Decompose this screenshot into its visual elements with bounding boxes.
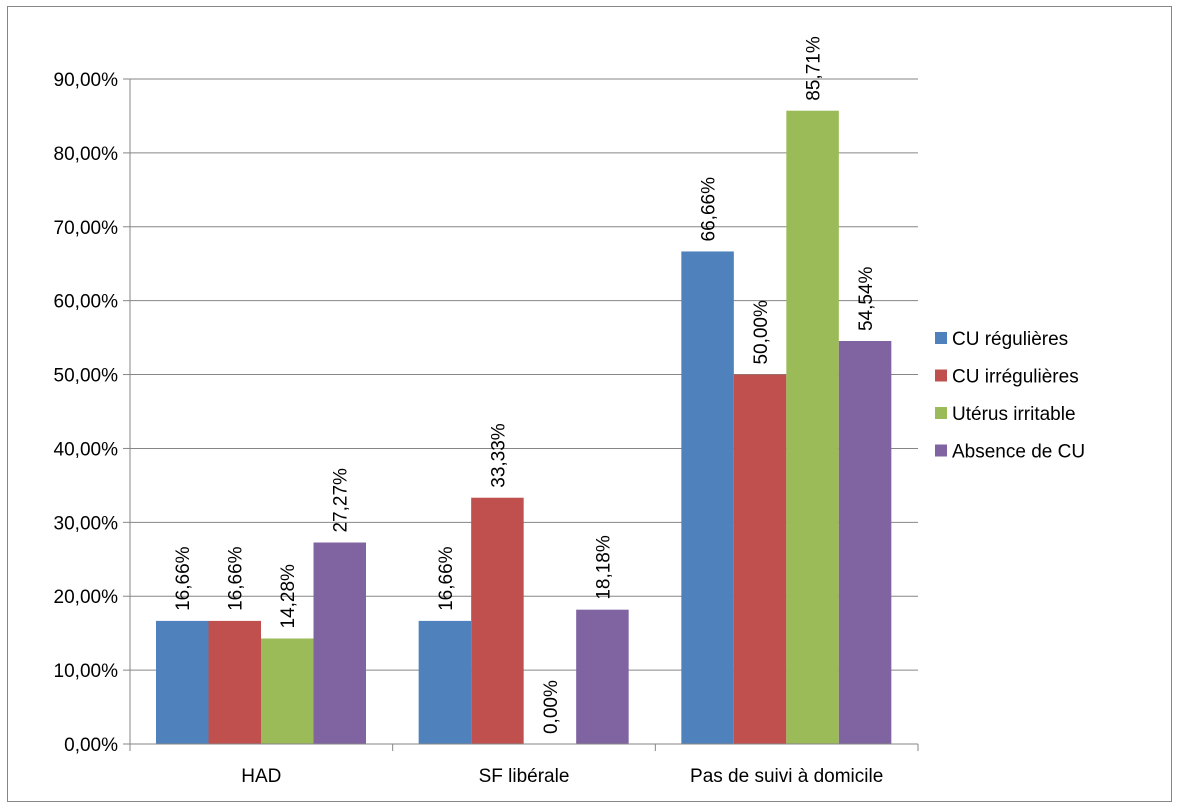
data-label: 66,66% (699, 177, 720, 242)
bars (156, 110, 892, 744)
y-tick-label: 0,00% (64, 735, 118, 756)
axes: 0,00% 10,00% 20,00% 30,00% 40,00% 50,00% 60,00… (54, 70, 919, 787)
bar (681, 251, 734, 744)
data-label: 85,71% (804, 36, 825, 101)
bar (261, 638, 314, 744)
bar (208, 620, 261, 744)
data-labels: 16,66% 16,66% 14,28% 27,27% 16,66% 33,33% 0,00… (173, 36, 877, 734)
y-tick-label: 40,00% (54, 439, 119, 460)
legend-label: CU régulières (952, 329, 1068, 350)
bar (733, 374, 787, 744)
legend-swatch (935, 369, 947, 382)
legend: CU régulières CU irrégulières Utérus irrit… (935, 329, 1085, 463)
y-tick-label: 30,00% (54, 513, 119, 534)
bar (576, 609, 629, 744)
data-label: 54,54% (856, 266, 877, 331)
data-label: 33,33% (488, 423, 509, 488)
data-label: 16,66% (226, 546, 247, 611)
data-label: 27,27% (331, 468, 352, 533)
bar (838, 341, 892, 744)
y-tick-label: 20,00% (54, 587, 119, 608)
x-tick-label: Pas de suivi à domicile (690, 766, 883, 787)
y-tick-label: 50,00% (54, 366, 119, 387)
bar (156, 620, 209, 744)
data-label: 14,28% (278, 564, 299, 629)
y-tick-label: 70,00% (54, 218, 119, 239)
y-tick-label: 10,00% (54, 661, 119, 682)
bar (471, 497, 524, 744)
bar (418, 620, 472, 744)
data-label: 16,66% (436, 546, 457, 611)
bar (313, 542, 366, 744)
data-label: 18,18% (593, 535, 614, 600)
legend-label: CU irrégulières (952, 367, 1079, 388)
bar (786, 110, 839, 744)
legend-label: Absence de CU (952, 442, 1085, 463)
data-label: 50,00% (751, 300, 772, 365)
x-tick-label: HAD (241, 766, 281, 787)
x-tick-label: SF libérale (479, 766, 570, 787)
y-tick-label: 90,00% (54, 70, 119, 91)
data-label: 0,00% (541, 680, 562, 734)
y-tick-label: 80,00% (54, 144, 119, 165)
legend-label: Utérus irritable (952, 404, 1076, 425)
data-label: 16,66% (173, 546, 194, 611)
legend-swatch (935, 332, 947, 344)
legend-swatch (935, 407, 947, 419)
y-tick-label: 60,00% (54, 292, 119, 313)
legend-swatch (935, 444, 947, 457)
